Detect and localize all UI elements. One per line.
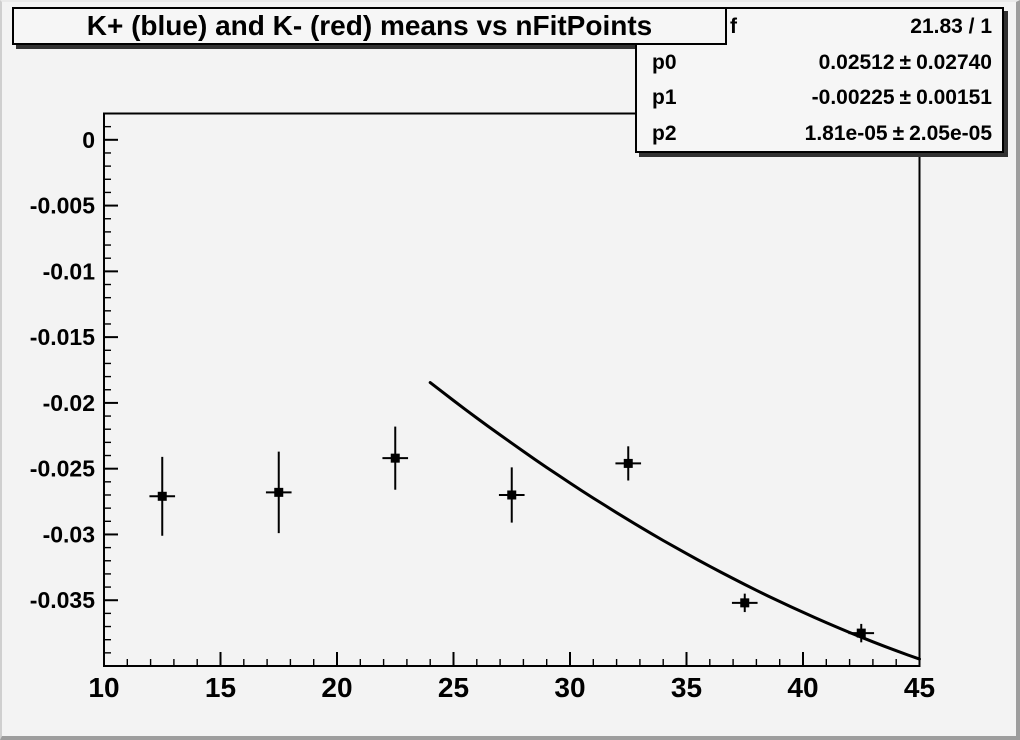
y-tick-label: -0.025 bbox=[30, 456, 95, 482]
param-value: 0.02512 ±0.02740 bbox=[818, 50, 992, 74]
param-value: 1.81e-05 ±2.05e-05 bbox=[804, 121, 992, 145]
data-series bbox=[149, 426, 875, 643]
plus-minus-sign: ± bbox=[899, 86, 912, 110]
y-tick-label: 0 bbox=[82, 127, 95, 153]
x-axis: 10 15 20 25 30 35 40 45 bbox=[88, 652, 935, 703]
data-point-marker[interactable] bbox=[507, 490, 517, 500]
y-tick-label: -0.035 bbox=[30, 587, 95, 613]
x-tick-label: 45 bbox=[904, 672, 935, 703]
param-value: -0.00225 ±0.00151 bbox=[811, 86, 992, 110]
stats-row-function: f 21.83 / 1 bbox=[637, 16, 1002, 37]
y-tick-label: -0.005 bbox=[30, 193, 95, 219]
y-tick-label: -0.01 bbox=[43, 258, 96, 284]
data-point-marker[interactable] bbox=[157, 491, 167, 501]
param-name: p0 bbox=[652, 50, 677, 74]
x-tick-label: 30 bbox=[554, 672, 585, 703]
y-tick-label: -0.03 bbox=[43, 521, 95, 547]
x-tick-label: 15 bbox=[205, 672, 236, 703]
fit-function-name: f bbox=[730, 15, 737, 39]
param-name: p1 bbox=[652, 86, 677, 110]
param-name: p2 bbox=[652, 121, 677, 145]
title-box[interactable]: K+ (blue) and K- (red) means vs nFitPoin… bbox=[12, 7, 727, 45]
chi2-ndf-value: 21.83 / 1 bbox=[910, 15, 992, 39]
stats-row-p2: p2 1.81e-05 ±2.05e-05 bbox=[637, 123, 1002, 144]
x-tick-label: 20 bbox=[321, 672, 352, 703]
stats-row-p0: p0 0.02512 ±0.02740 bbox=[637, 52, 1002, 73]
data-point-marker[interactable] bbox=[740, 598, 750, 608]
y-tick-label: -0.015 bbox=[30, 324, 95, 350]
stats-row-p1: p1 -0.00225 ±0.00151 bbox=[637, 87, 1002, 108]
plus-minus-sign: ± bbox=[892, 121, 905, 145]
data-point-marker[interactable] bbox=[623, 458, 633, 468]
plot-title: K+ (blue) and K- (red) means vs nFitPoin… bbox=[86, 10, 653, 41]
fit-curve[interactable] bbox=[428, 381, 921, 661]
x-tick-label: 35 bbox=[671, 672, 702, 703]
x-tick-label: 25 bbox=[438, 672, 469, 703]
x-tick-label: 40 bbox=[787, 672, 818, 703]
data-point-marker[interactable] bbox=[856, 628, 866, 638]
x-tick-label: 10 bbox=[88, 672, 119, 703]
y-tick-label: -0.02 bbox=[43, 390, 95, 416]
data-point-marker[interactable] bbox=[390, 453, 400, 463]
data-point-marker[interactable] bbox=[274, 487, 284, 497]
plus-minus-sign: ± bbox=[899, 50, 912, 74]
y-axis: 0 -0.005 -0.01 -0.015 -0.02 -0.025 -0.03 -0.035 bbox=[30, 125, 118, 654]
plot-frame bbox=[103, 112, 921, 667]
